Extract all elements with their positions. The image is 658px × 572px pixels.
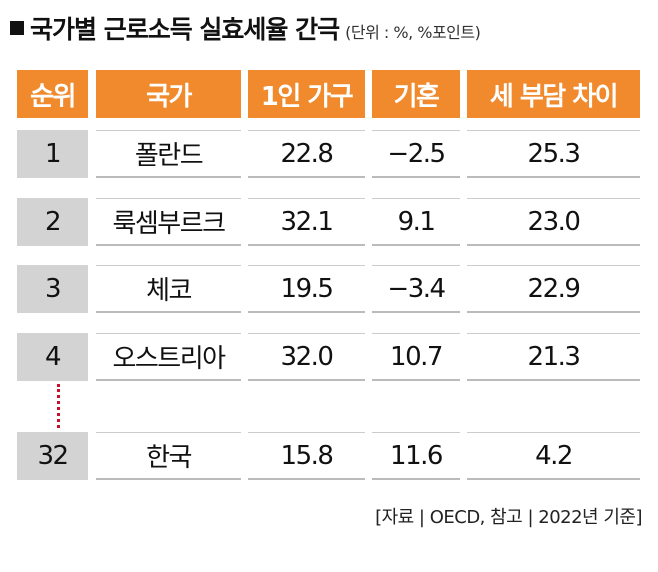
title: 국가별 근로소득 실효세율 간극 xyxy=(30,15,340,44)
table-cell: 25.3 xyxy=(467,130,640,178)
table-cell: 23.0 xyxy=(467,198,640,246)
table-cell: 4.2 xyxy=(467,432,640,480)
table-cell: 15.8 xyxy=(248,432,365,480)
table-cell: 21.3 xyxy=(467,333,640,381)
rank-cell: 1 xyxy=(17,130,88,178)
table-cell: 19.5 xyxy=(248,265,365,313)
table-cell: −2.5 xyxy=(372,130,460,178)
table-cell: 11.6 xyxy=(372,432,460,480)
table-cell: 체코 xyxy=(96,265,241,313)
table-cell: 룩셈부르크 xyxy=(96,198,241,246)
unit-note: (단위 : %, %포인트) xyxy=(345,23,481,42)
source: [자료 | OECD, 참고 | 2022년 기준] xyxy=(375,507,642,528)
column-header: 기혼 xyxy=(372,70,460,118)
rank-cell: 3 xyxy=(17,265,88,313)
rank-cell: 4 xyxy=(17,333,88,381)
table-cell: 폴란드 xyxy=(96,130,241,178)
column-header: 순위 xyxy=(17,70,88,118)
table-cell: 32.0 xyxy=(248,333,365,381)
rank-cell: 2 xyxy=(17,198,88,246)
dotted-connector xyxy=(57,384,60,428)
rank-cell: 32 xyxy=(17,432,88,480)
table-cell: 22.8 xyxy=(248,130,365,178)
table-cell: 10.7 xyxy=(372,333,460,381)
table-cell: 32.1 xyxy=(248,198,365,246)
table-cell: 9.1 xyxy=(372,198,460,246)
column-header: 1인 가구 xyxy=(248,70,365,118)
column-header: 국가 xyxy=(96,70,241,118)
table-cell: 한국 xyxy=(96,432,241,480)
table-cell: −3.4 xyxy=(372,265,460,313)
title-square xyxy=(10,21,24,35)
title-block: 국가별 근로소득 실효세율 간극 (단위 : %, %포인트) xyxy=(10,10,481,46)
column-header: 세 부담 차이 xyxy=(467,70,640,118)
table-cell: 오스트리아 xyxy=(96,333,241,381)
table-cell: 22.9 xyxy=(467,265,640,313)
